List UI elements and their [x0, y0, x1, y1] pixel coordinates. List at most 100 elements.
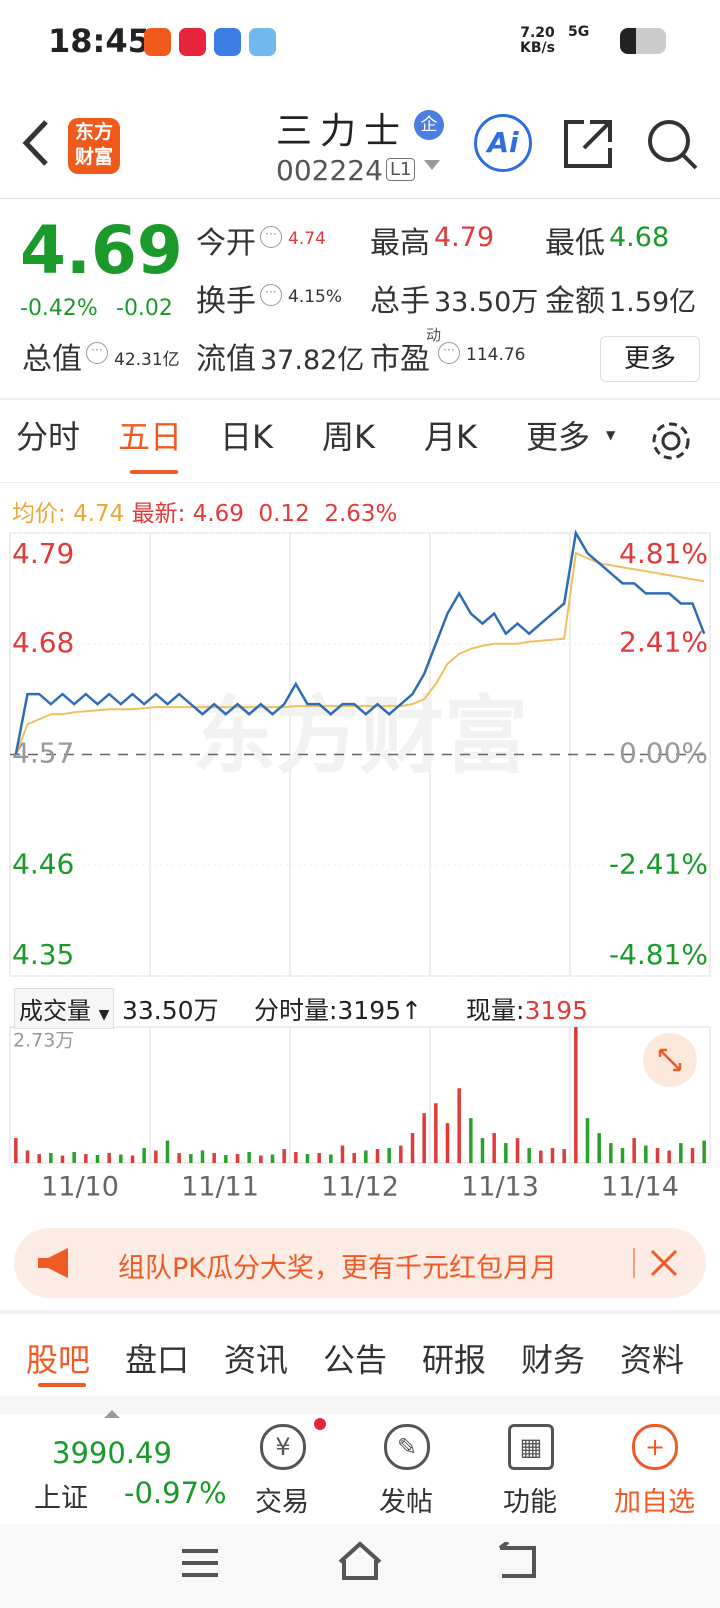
home-button[interactable]	[336, 1540, 384, 1582]
volume-bar	[550, 1148, 555, 1163]
y2-tick-label: -2.41%	[609, 847, 708, 880]
field-value: 114.76	[466, 345, 526, 365]
volume-bar	[165, 1140, 170, 1163]
divider	[0, 1310, 720, 1314]
subtab[interactable]: 公告	[323, 1341, 388, 1379]
tab[interactable]: 周K	[322, 418, 375, 456]
tab[interactable]: 月K	[424, 418, 477, 456]
volume-bar	[247, 1152, 251, 1163]
logo: 东方 财富	[68, 118, 120, 174]
y-tick-label: 4.35	[12, 938, 74, 971]
x-tick-label: 11/12	[321, 1172, 399, 1203]
back-nav-button[interactable]	[496, 1542, 540, 1582]
volume-bar	[410, 1133, 415, 1163]
volume-bar	[655, 1148, 660, 1163]
y-tick-label: 4.57	[12, 737, 74, 770]
index-value: 3990.49	[52, 1436, 172, 1470]
nav-icon[interactable]: ▦	[508, 1424, 554, 1470]
volume-bar	[72, 1152, 76, 1163]
stock-name: 三力士	[276, 111, 409, 152]
search-button[interactable]	[646, 118, 700, 172]
nav-icon[interactable]: ✎	[384, 1424, 430, 1470]
speed-unit: KB/s	[520, 40, 555, 56]
status-icons	[144, 28, 276, 56]
logo-text: 东方	[74, 121, 113, 143]
y-tick-label: 4.79	[12, 537, 74, 570]
menu-button[interactable]	[178, 1545, 222, 1581]
volume-selector[interactable]: 成交量 ▼	[14, 988, 115, 1029]
field-label: 金额	[545, 284, 605, 319]
logo-text: 财富	[74, 146, 113, 168]
volume-bar	[329, 1154, 333, 1163]
selector-text: 成交量	[19, 997, 91, 1025]
nav-label[interactable]: 发帖	[379, 1487, 433, 1518]
nav-label[interactable]: 交易	[255, 1487, 309, 1518]
close-button[interactable]	[632, 1246, 682, 1280]
tab[interactable]: 分时	[16, 418, 81, 456]
battery	[620, 28, 666, 54]
volume-bar	[49, 1153, 53, 1163]
tick-volume: 分时量:3195↑	[254, 996, 422, 1025]
share-button[interactable]	[562, 118, 614, 170]
volume-frame	[9, 1026, 711, 1164]
volume-bar	[212, 1153, 216, 1163]
index-name: 上证	[34, 1483, 88, 1514]
volume-bar	[597, 1133, 601, 1163]
tab[interactable]: 更多	[526, 418, 591, 456]
field-label: 今开	[196, 226, 256, 261]
net-speed: 7.20 KB/s	[520, 26, 555, 56]
volume-bar	[457, 1088, 461, 1163]
field-value: 37.82亿	[260, 345, 365, 376]
x-tick-label: 11/14	[601, 1172, 679, 1203]
settings-button[interactable]	[650, 420, 692, 462]
volume-bar	[387, 1148, 391, 1163]
info-icon[interactable]: ···	[260, 226, 282, 248]
info-icon[interactable]: ···	[86, 342, 108, 364]
field-sup: 动	[426, 326, 442, 344]
banner-text: 组队PK瓜分大奖，更有千元红包月月	[118, 1253, 557, 1284]
subtab[interactable]: 财务	[521, 1341, 586, 1379]
volume-bar	[340, 1145, 345, 1163]
volume-bar	[515, 1138, 520, 1163]
volume-bar	[95, 1155, 100, 1163]
nav-icon[interactable]: +	[632, 1424, 678, 1470]
banner[interactable]	[14, 1228, 706, 1298]
field-label: 市盈	[370, 342, 430, 377]
y2-tick-label: -4.81%	[609, 938, 708, 971]
info-icon[interactable]: ···	[260, 284, 282, 306]
stock-code: 002224	[276, 154, 383, 187]
info-icon[interactable]: ···	[438, 342, 460, 364]
volume-bar	[585, 1118, 590, 1163]
volume-bar	[644, 1145, 648, 1163]
subtab[interactable]: 资讯	[224, 1341, 289, 1379]
dropdown-arrow	[424, 160, 440, 170]
tab[interactable]: 日K	[220, 418, 273, 456]
volume-bar	[270, 1154, 275, 1163]
clock: 18:45	[48, 22, 150, 60]
nav-label[interactable]: 功能	[503, 1487, 557, 1518]
volume-bar	[364, 1150, 368, 1163]
field-label: 换手	[196, 284, 256, 319]
more-button[interactable]: 更多	[600, 336, 700, 382]
back-button[interactable]	[18, 118, 52, 168]
tab[interactable]: 五日	[118, 418, 183, 456]
volume-bar	[469, 1118, 473, 1163]
volume-bar	[434, 1103, 438, 1163]
volume-bar	[527, 1148, 531, 1163]
nav-icon[interactable]: ¥	[260, 1424, 306, 1470]
subtab[interactable]: 资料	[620, 1341, 685, 1379]
watermark: 东方财富	[192, 687, 528, 785]
nav-label[interactable]: 加自选	[614, 1487, 695, 1518]
expand-icon	[658, 1048, 682, 1072]
y-tick-label: 4.46	[12, 847, 74, 880]
ai-button[interactable]: Ai	[474, 114, 532, 172]
current-value: 3195	[524, 996, 589, 1025]
subtab[interactable]: 股吧	[26, 1341, 91, 1379]
volume-bar	[37, 1154, 41, 1163]
subtab[interactable]: 盘口	[125, 1341, 190, 1379]
notification-dot	[314, 1418, 326, 1430]
subtab[interactable]: 研报	[422, 1341, 487, 1379]
current-label: 现量:	[466, 996, 525, 1025]
volume-bar	[609, 1143, 613, 1163]
